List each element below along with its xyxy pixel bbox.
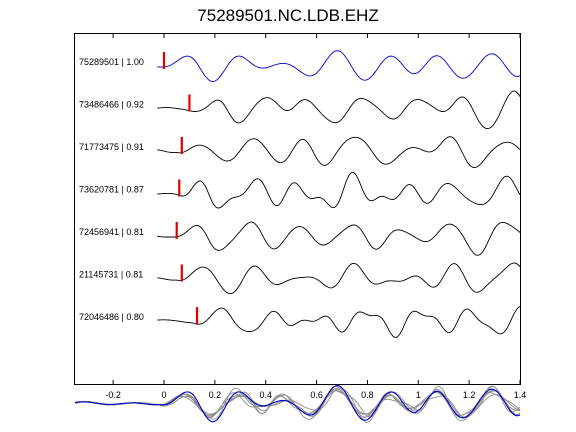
trace-label: 75289501 | 1.00 <box>79 57 144 67</box>
trace-row: 75289501 | 1.00 <box>79 50 521 82</box>
x-tick-label: -0.2 <box>105 390 121 400</box>
trace-line <box>157 262 521 295</box>
traces-group: 75289501 | 1.00 73486466 | 0.92 71773475 |… <box>74 50 521 423</box>
stack-reference-line <box>74 384 521 423</box>
trace-row: 73620781 | 0.87 <box>79 171 521 209</box>
stack-overlay <box>74 384 521 423</box>
stack-trace-line <box>74 388 521 420</box>
trace-label: 71773475 | 0.91 <box>79 142 144 152</box>
trace-label: 21145731 | 0.81 <box>79 270 143 280</box>
trace-line <box>157 90 521 130</box>
trace-label: 72046486 | 0.80 <box>79 312 144 322</box>
chart-title: 75289501.NC.LDB.EHZ <box>197 6 379 25</box>
x-tick-label: 0.2 <box>209 390 222 400</box>
trace-label: 73486466 | 0.92 <box>79 100 144 110</box>
x-tick-label: 1.4 <box>514 390 527 400</box>
x-tick-label: 0 <box>161 390 166 400</box>
x-tick-label: 0.6 <box>310 390 323 400</box>
x-axis: -0.2 0 0.2 0.4 0.6 0.8 1 1.2 1.4 <box>105 34 526 400</box>
trace-row: 21145731 | 0.81 <box>79 262 521 295</box>
trace-label: 73620781 | 0.87 <box>79 185 144 195</box>
x-tick-label: 1 <box>416 390 421 400</box>
x-tick-label: 0.4 <box>259 390 272 400</box>
trace-line <box>157 221 521 256</box>
trace-row: 71773475 | 0.91 <box>79 136 521 169</box>
trace-row: 72046486 | 0.80 <box>79 306 521 338</box>
trace-line <box>157 50 521 82</box>
axes-frame <box>74 33 521 385</box>
trace-row: 73486466 | 0.92 <box>79 90 521 130</box>
x-tick-label: 1.2 <box>463 390 476 400</box>
trace-line <box>157 306 521 338</box>
trace-line <box>157 136 521 169</box>
trace-line <box>157 171 521 209</box>
trace-row: 72456941 | 0.81 <box>79 221 521 256</box>
x-tick-label: 0.8 <box>361 390 374 400</box>
trace-label: 72456941 | 0.81 <box>79 227 144 237</box>
